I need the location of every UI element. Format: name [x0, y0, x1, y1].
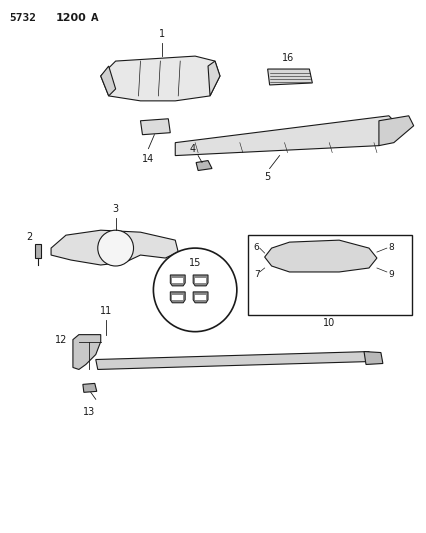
Text: 2: 2	[26, 232, 32, 242]
Text: 13: 13	[83, 407, 95, 417]
Text: 1200: 1200	[56, 13, 86, 23]
Polygon shape	[196, 160, 212, 171]
Polygon shape	[170, 275, 185, 286]
Text: 9: 9	[387, 270, 393, 279]
Text: 5732: 5732	[9, 13, 36, 23]
Polygon shape	[195, 295, 206, 300]
Text: 1: 1	[159, 29, 165, 39]
Polygon shape	[101, 56, 219, 101]
Circle shape	[98, 230, 133, 266]
Text: 4: 4	[189, 143, 195, 154]
Text: 8: 8	[387, 243, 393, 252]
Polygon shape	[267, 69, 312, 85]
Text: 14: 14	[142, 154, 154, 164]
Polygon shape	[175, 116, 393, 156]
Polygon shape	[51, 230, 178, 265]
Polygon shape	[170, 292, 185, 303]
Text: 12: 12	[55, 335, 67, 345]
Polygon shape	[193, 275, 207, 286]
Polygon shape	[264, 240, 376, 272]
Polygon shape	[101, 66, 115, 96]
Polygon shape	[195, 278, 206, 283]
Text: 15: 15	[188, 258, 201, 268]
Polygon shape	[95, 352, 370, 369]
Text: 5: 5	[264, 173, 270, 182]
Polygon shape	[207, 61, 219, 96]
Polygon shape	[172, 295, 183, 300]
Text: 11: 11	[99, 306, 112, 316]
Polygon shape	[73, 335, 101, 369]
Polygon shape	[193, 292, 207, 303]
Polygon shape	[140, 119, 170, 135]
Polygon shape	[35, 244, 41, 258]
Text: 6: 6	[253, 243, 259, 252]
Polygon shape	[83, 383, 97, 392]
Bar	[247, 235, 411, 315]
Text: 3: 3	[112, 204, 118, 214]
Circle shape	[153, 248, 236, 332]
Polygon shape	[363, 352, 382, 365]
Polygon shape	[172, 278, 183, 283]
Text: 10: 10	[322, 318, 334, 328]
Polygon shape	[378, 116, 413, 146]
Text: 7: 7	[253, 270, 259, 279]
Text: 16: 16	[282, 53, 294, 63]
Text: A: A	[91, 13, 98, 23]
